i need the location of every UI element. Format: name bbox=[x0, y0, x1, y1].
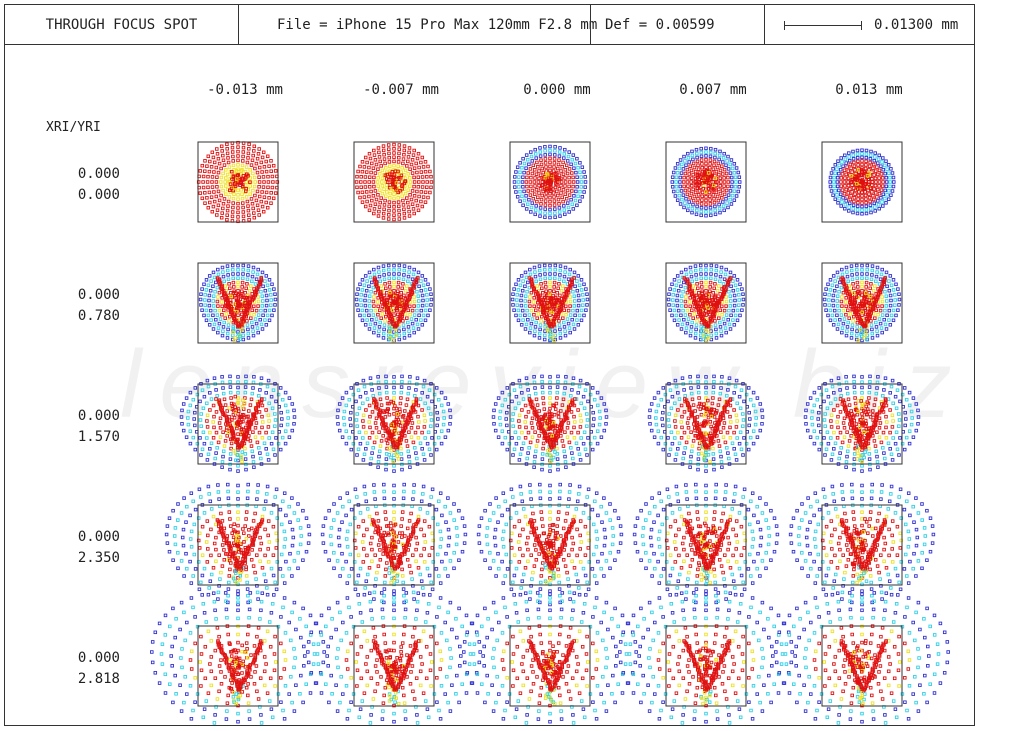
plot-title: THROUGH FOCUS SPOT bbox=[5, 5, 239, 44]
spot-frame bbox=[353, 262, 435, 344]
scale-value: 0.01300 mm bbox=[874, 17, 959, 33]
spot-frame bbox=[509, 262, 591, 344]
column-label: -0.007 mm bbox=[363, 82, 439, 98]
spot-frame bbox=[509, 625, 591, 707]
field-label: 0.000 2.350 bbox=[50, 527, 120, 569]
header-divider bbox=[590, 5, 591, 45]
file-name: File = iPhone 15 Pro Max 120mm F2.8 mm bbox=[239, 5, 765, 44]
spot-frame bbox=[353, 141, 435, 223]
spot-frame bbox=[665, 262, 747, 344]
spot-frame bbox=[353, 504, 435, 586]
column-label: 0.007 mm bbox=[679, 82, 747, 98]
field-x: 0.000 bbox=[77, 287, 120, 303]
spot-frame bbox=[197, 625, 279, 707]
spot-frame bbox=[197, 504, 279, 586]
spot-frame bbox=[509, 141, 591, 223]
field-y: 2.350 bbox=[77, 550, 120, 566]
spot-frame bbox=[821, 625, 903, 707]
spot-frame bbox=[197, 141, 279, 223]
field-y: 0.000 bbox=[77, 187, 120, 203]
field-x: 0.000 bbox=[77, 529, 120, 545]
spot-frame bbox=[665, 504, 747, 586]
field-y: 0.780 bbox=[77, 308, 120, 324]
field-label: 0.000 2.818 bbox=[50, 648, 120, 690]
field-label: 0.000 0.780 bbox=[50, 285, 120, 327]
scale-bar bbox=[784, 21, 862, 30]
scale-indicator: 0.01300 mm bbox=[766, 5, 974, 44]
column-label: 0.000 mm bbox=[523, 82, 591, 98]
field-y: 1.570 bbox=[77, 429, 120, 445]
spot-frame bbox=[197, 262, 279, 344]
diagram-frame: THROUGH FOCUS SPOT File = iPhone 15 Pro … bbox=[4, 4, 975, 726]
field-x: 0.000 bbox=[77, 166, 120, 182]
spot-frame bbox=[665, 141, 747, 223]
spot-frame bbox=[821, 262, 903, 344]
field-x: 0.000 bbox=[77, 408, 120, 424]
spot-frame bbox=[197, 383, 279, 465]
spot-frame bbox=[665, 383, 747, 465]
defocus-value: Def = 0.00599 bbox=[605, 17, 715, 33]
column-label: 0.013 mm bbox=[835, 82, 903, 98]
spot-frame bbox=[509, 383, 591, 465]
spot-frame bbox=[665, 625, 747, 707]
field-label: 0.000 1.570 bbox=[50, 406, 120, 448]
spot-frame bbox=[821, 383, 903, 465]
field-label: 0.000 0.000 bbox=[50, 164, 120, 206]
column-label: -0.013 mm bbox=[207, 82, 283, 98]
header-bar: THROUGH FOCUS SPOT File = iPhone 15 Pro … bbox=[5, 5, 974, 45]
spot-frame bbox=[353, 383, 435, 465]
field-x: 0.000 bbox=[77, 650, 120, 666]
spot-frame bbox=[821, 141, 903, 223]
spot-frame bbox=[353, 625, 435, 707]
field-header: XRI/YRI bbox=[46, 120, 101, 135]
field-y: 2.818 bbox=[77, 671, 120, 687]
spot-frame bbox=[509, 504, 591, 586]
spot-frame bbox=[821, 504, 903, 586]
